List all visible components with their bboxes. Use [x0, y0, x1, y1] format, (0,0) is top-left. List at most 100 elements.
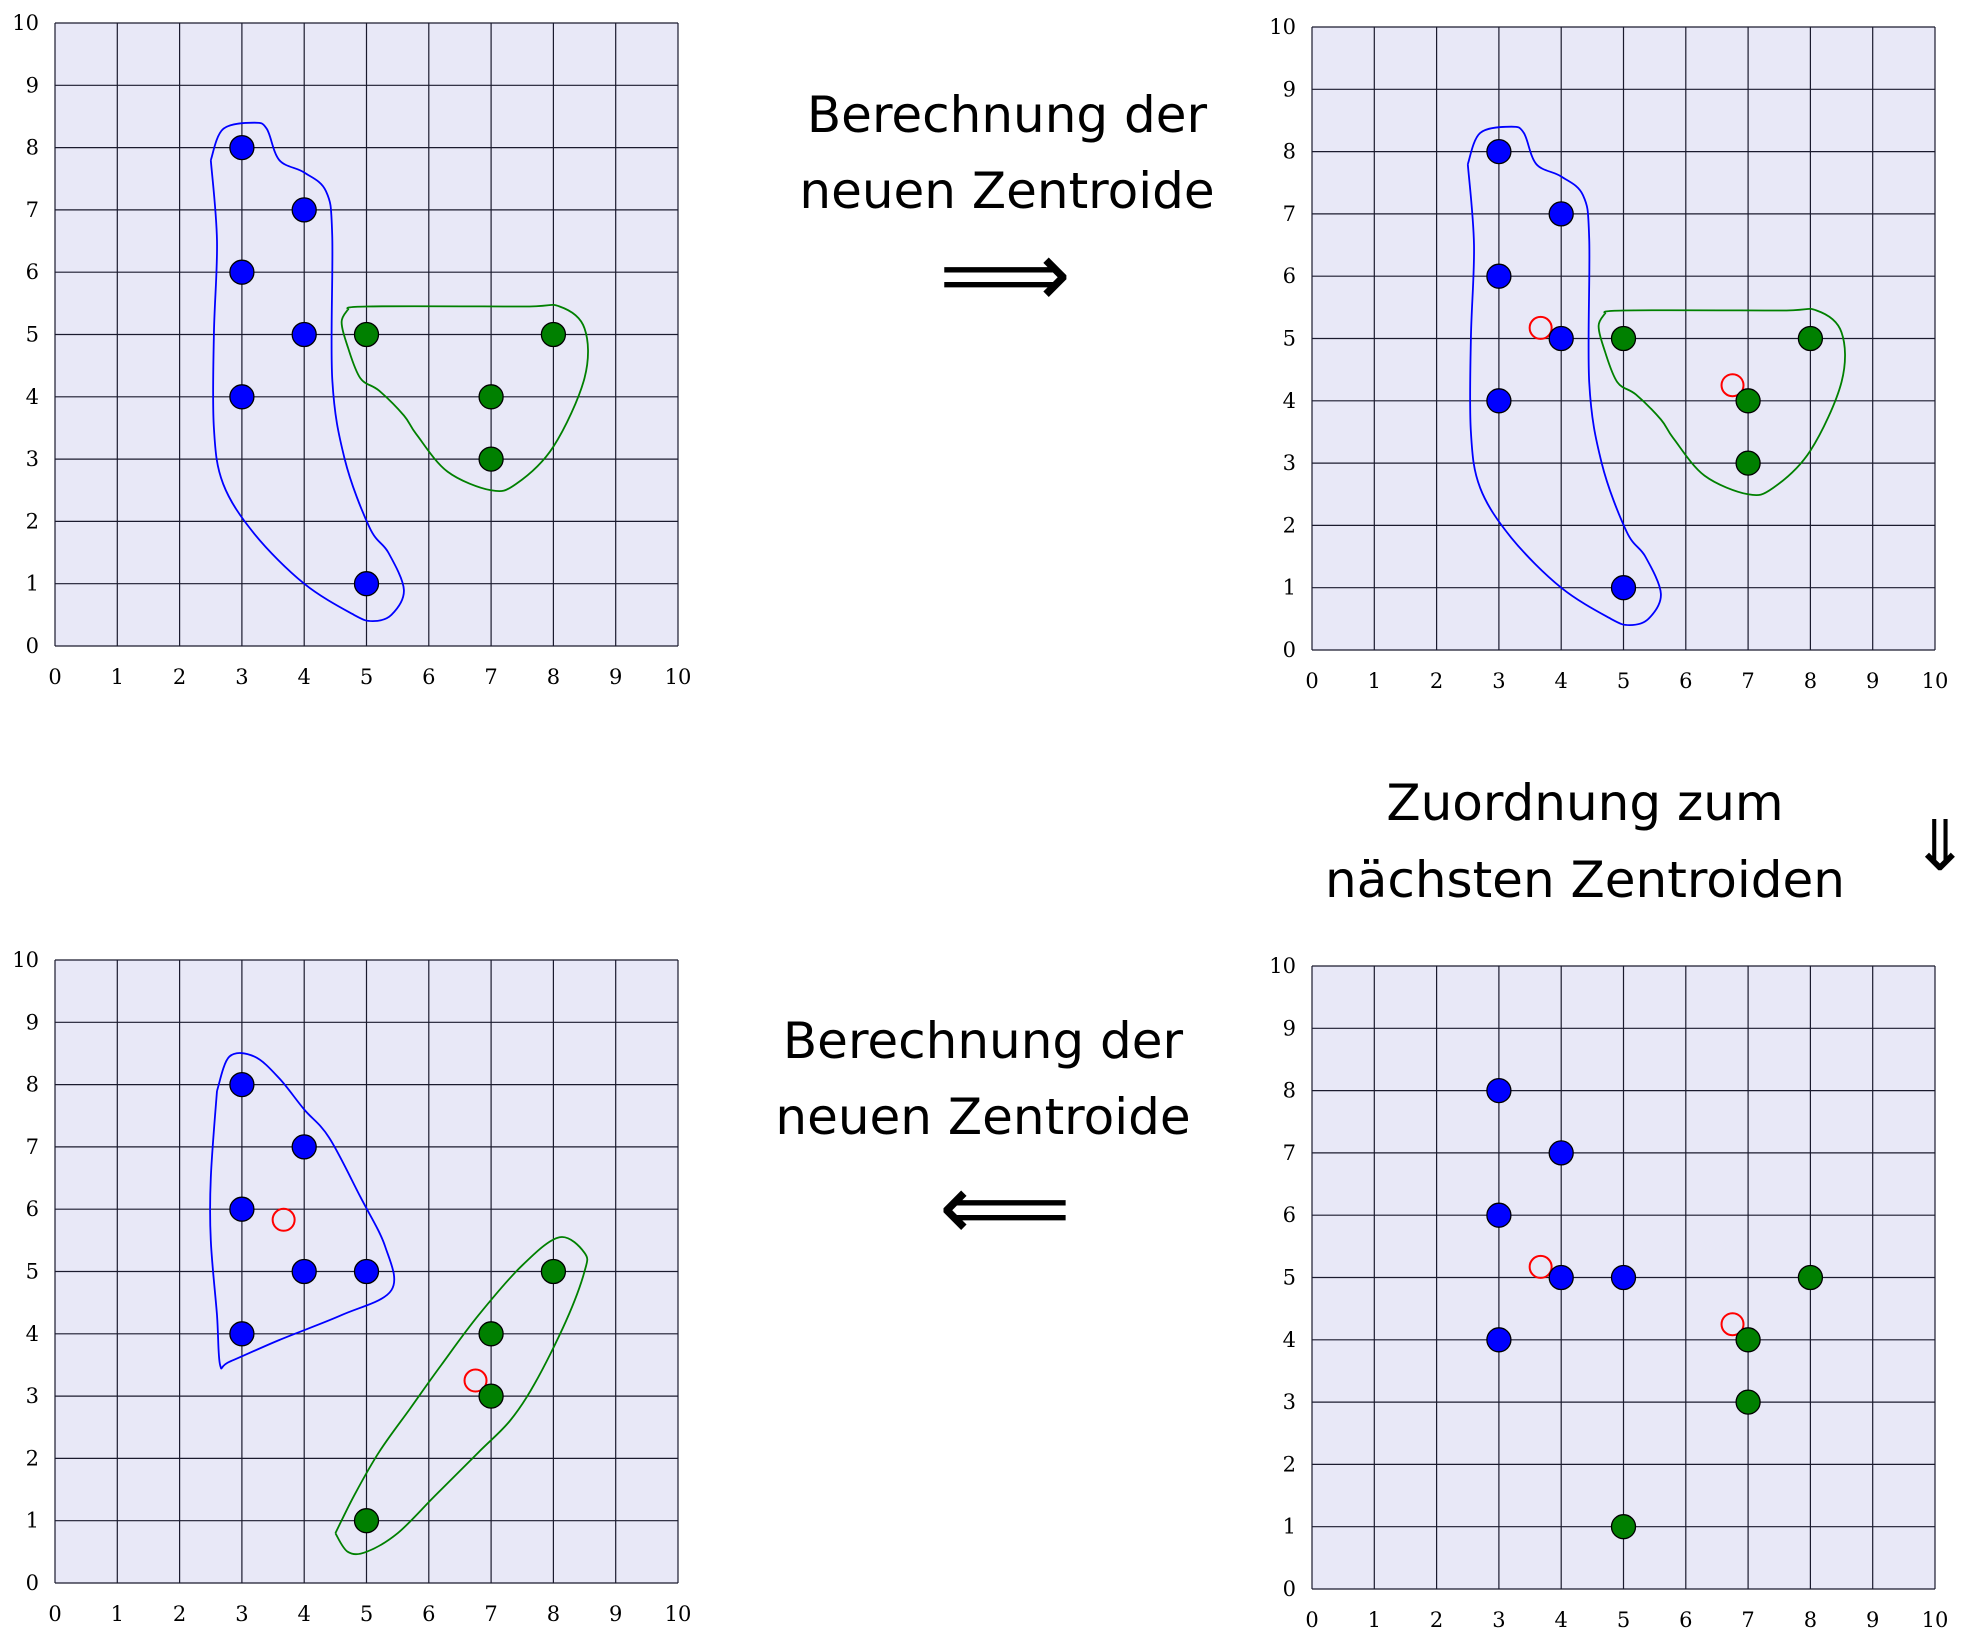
x-tick-label: 8 [547, 1602, 560, 1626]
y-tick-label: 5 [1283, 327, 1296, 351]
y-tick-label: 9 [1283, 77, 1296, 101]
data-point [540, 1258, 567, 1285]
y-tick-label: 9 [26, 73, 39, 97]
data-point [1486, 1327, 1512, 1353]
data-point [229, 1321, 255, 1347]
x-tick-label: 5 [360, 665, 373, 689]
y-tick-label: 4 [1283, 389, 1296, 413]
x-tick-label: 8 [1804, 1608, 1817, 1632]
x-tick-label: 4 [1555, 669, 1568, 693]
centroid-marker [1528, 315, 1553, 340]
data-point [229, 1196, 255, 1222]
y-tick-label: 5 [26, 1260, 39, 1284]
centroid-marker [463, 1368, 488, 1393]
y-tick-label: 3 [26, 447, 39, 471]
x-tick-label: 9 [609, 1602, 622, 1626]
y-tick-label: 2 [1283, 513, 1296, 537]
y-tick-label: 4 [1283, 1328, 1296, 1352]
x-tick-label: 7 [484, 1602, 497, 1626]
y-tick-label: 9 [1283, 1016, 1296, 1040]
y-tick-label: 0 [26, 1571, 39, 1595]
x-tick-label: 2 [1430, 669, 1443, 693]
data-point [1797, 1264, 1824, 1291]
left-double-arrow-icon: ⟸ [939, 1154, 1071, 1261]
x-tick-label: 0 [48, 665, 61, 689]
caption-right-line2: nächsten Zentroiden [1325, 851, 1845, 909]
x-tick-label: 3 [235, 1602, 248, 1626]
y-tick-label: 0 [26, 634, 39, 658]
x-tick-label: 10 [665, 665, 692, 689]
x-tick-label: 2 [173, 1602, 186, 1626]
data-point [291, 1258, 317, 1285]
data-point [540, 321, 567, 348]
y-tick-label: 1 [1283, 576, 1296, 600]
y-tick-label: 6 [1283, 264, 1296, 288]
y-tick-label: 10 [12, 948, 39, 972]
data-point [229, 1071, 255, 1098]
x-tick-label: 9 [1866, 669, 1879, 693]
y-tick-label: 7 [26, 198, 39, 222]
cluster-outline [340, 303, 589, 493]
y-tick-label: 4 [26, 1322, 39, 1346]
centroid-marker [1720, 1312, 1745, 1337]
x-tick-label: 9 [609, 665, 622, 689]
x-tick-label: 0 [1305, 1608, 1318, 1632]
x-tick-label: 4 [1555, 1608, 1568, 1632]
y-tick-label: 0 [1283, 1577, 1296, 1601]
y-tick-label: 2 [26, 1446, 39, 1470]
caption-right-line1: Zuordnung zum [1386, 774, 1783, 832]
data-point [353, 571, 380, 597]
y-tick-label: 7 [1283, 202, 1296, 226]
data-point [353, 1258, 380, 1285]
data-point [291, 1134, 317, 1160]
y-tick-label: 8 [1283, 1079, 1296, 1103]
y-tick-label: 3 [1283, 1390, 1296, 1414]
y-tick-label: 9 [26, 1010, 39, 1034]
data-point [229, 384, 255, 410]
data-point [478, 384, 504, 410]
data-point [1610, 575, 1637, 601]
caption-top-line2: neuen Zentroide [799, 162, 1214, 220]
y-tick-label: 1 [1283, 1515, 1296, 1539]
x-tick-label: 2 [173, 665, 186, 689]
data-point [1735, 1389, 1761, 1415]
data-point [1610, 1264, 1637, 1291]
x-tick-label: 5 [1617, 669, 1630, 693]
x-tick-label: 1 [111, 1602, 124, 1626]
data-point [229, 259, 255, 285]
centroid-marker [1720, 373, 1745, 398]
data-point [1797, 325, 1824, 352]
y-tick-label: 2 [26, 509, 39, 533]
data-point [291, 197, 317, 223]
centroid-marker [1528, 1254, 1553, 1279]
x-tick-label: 8 [547, 665, 560, 689]
x-tick-label: 0 [48, 1602, 61, 1626]
cluster-outline [334, 1236, 589, 1556]
x-tick-label: 9 [1866, 1608, 1879, 1632]
data-point [478, 1321, 504, 1347]
panel-centroids-computed: 00 1 1 2 2 3 3 4 4 5 5 6 6 7 7 8 8 9 9 10 10 [1269, 15, 1948, 693]
data-point [353, 1508, 380, 1534]
panel-new-centroids: 00 1 1 2 2 3 3 4 4 5 5 6 6 7 7 8 8 9 9 10 10 [12, 948, 691, 1626]
data-point [1548, 1264, 1574, 1291]
x-tick-label: 10 [665, 1602, 692, 1626]
data-point [1735, 388, 1761, 414]
x-tick-label: 6 [1679, 1608, 1692, 1632]
x-tick-label: 3 [235, 665, 248, 689]
data-point [478, 446, 504, 472]
x-tick-label: 6 [422, 1602, 435, 1626]
y-tick-label: 4 [26, 385, 39, 409]
x-tick-label: 2 [1430, 1608, 1443, 1632]
x-tick-label: 5 [360, 1602, 373, 1626]
cluster-outline [209, 1052, 396, 1370]
x-tick-label: 0 [1305, 669, 1318, 693]
data-point [1486, 138, 1512, 165]
x-tick-label: 1 [111, 665, 124, 689]
data-point [1610, 325, 1637, 352]
right-double-arrow-icon: ⟹ [939, 221, 1071, 328]
y-tick-label: 6 [1283, 1203, 1296, 1227]
x-tick-label: 10 [1922, 1608, 1949, 1632]
y-tick-label: 10 [1269, 15, 1296, 39]
data-point [1548, 201, 1574, 227]
